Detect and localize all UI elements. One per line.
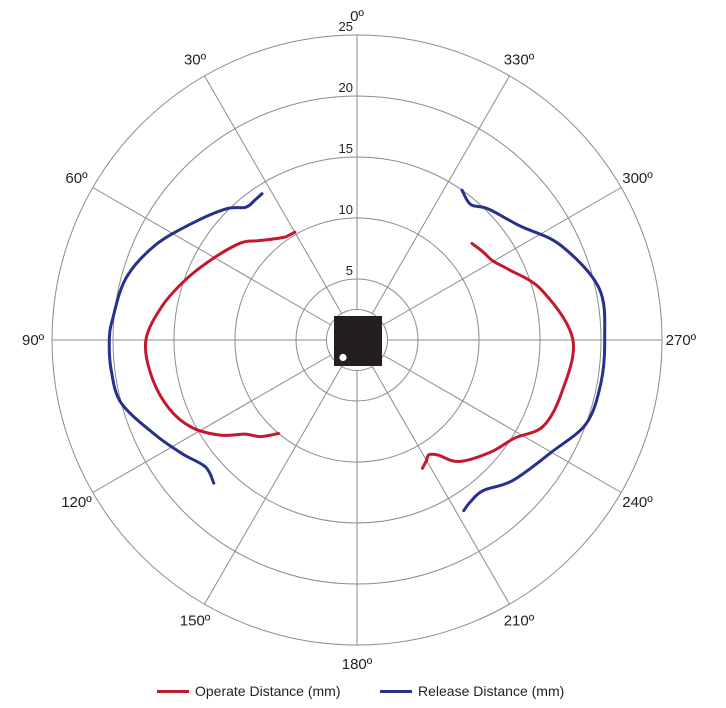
- release-distance-curve: [460, 188, 607, 513]
- grid-spoke: [371, 75, 510, 314]
- operate-distance-curve: [143, 230, 297, 439]
- angle-tick-label: 240º: [622, 494, 653, 511]
- angle-tick-label: 150º: [180, 613, 211, 630]
- grid-spoke: [92, 354, 331, 493]
- angle-tick-label: 0º: [350, 8, 364, 25]
- radial-tick-label: 25: [339, 19, 353, 34]
- grid-spoke: [204, 366, 343, 605]
- sensor-dot: [339, 353, 347, 362]
- angle-tick-label: 30º: [184, 51, 207, 68]
- legend-item-release: Release Distance (mm): [380, 683, 564, 699]
- angle-tick-label: 120º: [61, 494, 92, 511]
- angle-tick-label: 270º: [666, 332, 697, 349]
- legend-swatch-release: [380, 689, 412, 693]
- operate-distance-curve: [420, 242, 576, 470]
- legend: Operate Distance (mm) Release Distance (…: [0, 683, 726, 705]
- angle-tick-label: 180º: [342, 656, 373, 673]
- release-distance-curve: [107, 192, 264, 485]
- axis-labels: 0º 30º 60º 90º 120º 150º 180º 210º 240º 270º 300º 3…: [22, 8, 697, 673]
- grid-spoke: [371, 366, 510, 605]
- radial-tick-label: 5: [346, 263, 353, 278]
- sensor-marker: [334, 316, 382, 366]
- angle-tick-label: 330º: [504, 51, 535, 68]
- legend-label-operate: Operate Distance (mm): [195, 683, 341, 699]
- legend-label-release: Release Distance (mm): [418, 683, 565, 699]
- angle-tick-label: 210º: [504, 613, 535, 630]
- polar-grid: [51, 34, 663, 646]
- angle-tick-label: 300º: [622, 170, 653, 187]
- series-curves: [107, 188, 607, 513]
- grid-spoke: [204, 75, 343, 314]
- angle-tick-label: 90º: [22, 332, 45, 349]
- radial-tick-label: 10: [339, 202, 353, 217]
- radial-tick-label: 20: [339, 80, 353, 95]
- grid-spoke: [383, 187, 622, 326]
- legend-item-operate: Operate Distance (mm): [157, 683, 340, 699]
- grid-spoke: [383, 354, 622, 493]
- radial-tick-label: 15: [339, 141, 353, 156]
- legend-swatch-operate: [157, 689, 189, 693]
- angle-tick-label: 60º: [65, 170, 88, 187]
- grid-spoke: [92, 187, 331, 326]
